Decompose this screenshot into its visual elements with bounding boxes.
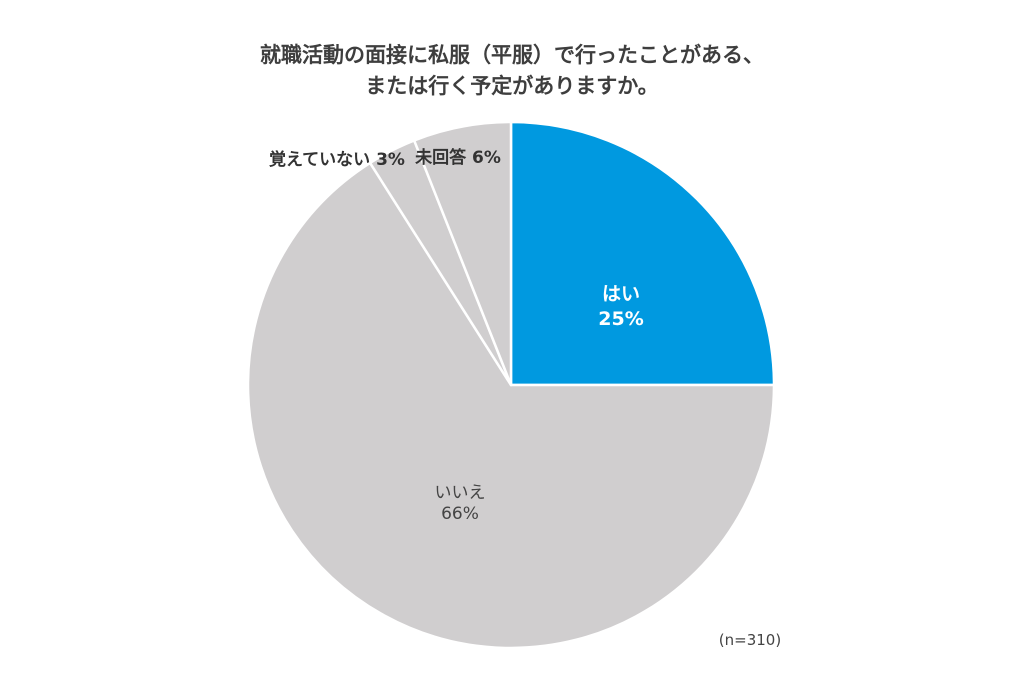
pie-slice-1 — [246, 161, 776, 650]
pie-slice-0 — [509, 120, 776, 387]
pie-slices — [246, 120, 776, 650]
slice-label-yes: はい — [602, 283, 640, 305]
slice-value-no: 66% — [441, 504, 479, 524]
chart-title-line-2: または行く予定がありますか。 — [365, 74, 659, 98]
pie-slice-3 — [412, 120, 513, 387]
slice-label-dont-remember: 覚えていない 3% — [269, 149, 405, 170]
slice-value-yes: 25% — [598, 308, 643, 330]
chart-title-line-1: 就職活動の面接に私服（平服）で行ったことがある、 — [260, 43, 764, 67]
slice-label-no: いいえ — [435, 483, 486, 503]
sample-size-note: (n=310) — [719, 631, 781, 649]
slice-label-no-answer: 未回答 6% — [414, 147, 501, 168]
